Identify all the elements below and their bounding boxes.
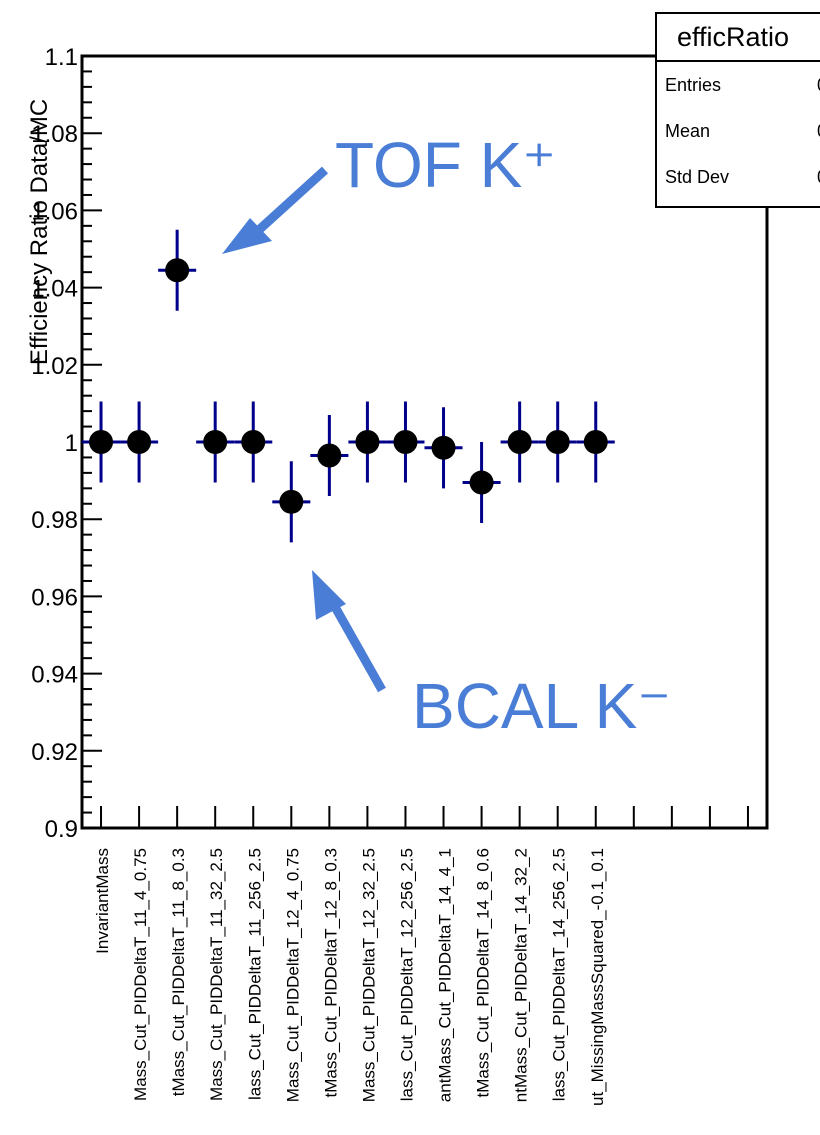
data-point (393, 430, 418, 454)
y-tick-label: 0.9 (45, 816, 78, 843)
y-tick-label: 0.98 (31, 507, 78, 534)
y-tick-label: 0.94 (31, 662, 78, 689)
data-point (203, 430, 228, 454)
x-tick-label: ntMass_Cut_PIDDeltaT_14_32_2 (512, 848, 531, 1102)
stats-mean-label: Mean (665, 121, 711, 141)
stats-mean-value: 0 (817, 108, 820, 154)
x-axis-tick-labels: InvariantMass Mass_Cut_PIDDeltaT_11_4_0.7… (93, 848, 607, 1106)
data-point (583, 430, 608, 454)
data-point (431, 435, 456, 460)
x-tick-label: tMass_Cut_PIDDeltaT_12_8_0.3 (321, 848, 340, 1097)
x-tick-label: lass_Cut_PIDDeltaT_12_256_2.5 (397, 848, 416, 1101)
x-tick-label: lass_Cut_PIDDeltaT_14_256_2.5 (550, 848, 569, 1101)
x-tick-label: InvariantMass (93, 848, 112, 954)
x-tick-label: antMass_Cut_PIDDeltaT_14_4_1 (436, 848, 455, 1102)
y-tick-label: 1.08 (31, 121, 78, 148)
bcal-annotation: BCAL K⁻ (412, 670, 671, 742)
x-tick-label: ut_MissingMassSquared_-0.1_0.1 (588, 848, 607, 1106)
data-series (82, 229, 615, 543)
x-tick-label: Mass_Cut_PIDDeltaT_12_4_0.75 (283, 848, 302, 1102)
data-point (507, 430, 532, 454)
x-tick-label: Mass_Cut_PIDDeltaT_12_32_2.5 (359, 848, 378, 1102)
stats-box: efficRatio Entries 0 Mean 0 Std Dev 0 (655, 12, 820, 208)
stats-entries-value: 0 (817, 62, 820, 108)
tof-arrow (222, 166, 329, 254)
stats-entries-label: Entries (665, 75, 722, 95)
data-point (165, 258, 190, 283)
x-tick-label: Mass_Cut_PIDDeltaT_11_32_2.5 (207, 848, 226, 1101)
x-tick-label: Mass_Cut_PIDDeltaT_11_4_0.75 (131, 848, 150, 1101)
data-point (317, 443, 342, 468)
y-axis-label: Efficiency Ratio Data/MC (26, 99, 53, 365)
x-tick-label: lass_Cut_PIDDeltaT_11_256_2.5 (245, 848, 264, 1100)
stats-stddev-value: 0 (817, 154, 820, 200)
data-point (279, 489, 304, 514)
stats-row-mean: Mean 0 (657, 108, 820, 154)
stats-title: efficRatio (657, 14, 820, 62)
y-tick-label: 1.1 (45, 44, 78, 71)
y-tick-label: 1 (65, 430, 78, 457)
y-axis-ticks: 0.9 0.92 0.94 0.96 0.98 1 1.02 1.04 1.06 1.08 1.1 (31, 44, 749, 843)
stats-row-entries: Entries 0 (657, 62, 820, 108)
y-tick-label: 1.04 (31, 276, 78, 303)
data-point (89, 430, 114, 454)
y-tick-label: 1.02 (31, 353, 78, 380)
tof-annotation: TOF K⁺ (335, 129, 556, 201)
x-tick-label: tMass_Cut_PIDDeltaT_14_8_0.6 (474, 848, 493, 1097)
x-tick-label: tMass_Cut_PIDDeltaT_11_8_0.3 (169, 848, 188, 1096)
data-point (469, 470, 494, 495)
y-tick-label: 0.92 (31, 739, 78, 766)
bcal-arrow (312, 570, 386, 693)
data-point (127, 430, 152, 454)
y-tick-label: 1.06 (31, 198, 78, 225)
data-point (545, 430, 570, 454)
data-point (355, 430, 380, 454)
stats-stddev-label: Std Dev (665, 167, 730, 187)
y-tick-label: 0.96 (31, 584, 78, 611)
data-point (241, 430, 266, 454)
stats-row-stddev: Std Dev 0 (657, 154, 820, 200)
